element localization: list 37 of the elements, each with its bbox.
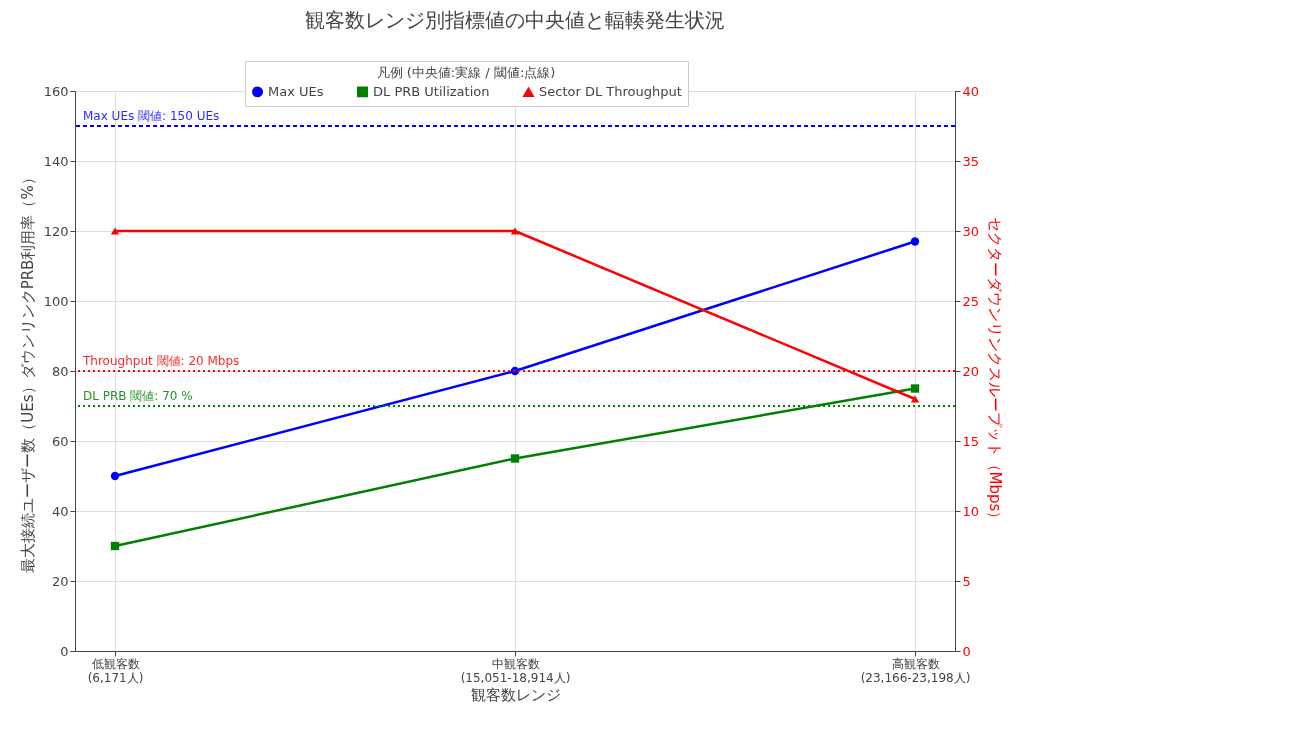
- chart-title: 観客数レンジ別指標値の中央値と輻輳発生状況: [305, 7, 725, 32]
- y-tick-label: 140: [43, 153, 69, 169]
- legend-label: Sector DL Throughput: [539, 84, 682, 100]
- y2-tick-label: 20: [962, 363, 980, 379]
- y2-tick-label: 40: [962, 83, 980, 99]
- y2-tick-label: 25: [962, 293, 980, 309]
- ref-line-label: DL PRB 閾値: 70 %: [83, 389, 193, 403]
- y-tick-label: 20: [51, 573, 69, 589]
- y-tick-label: 0: [60, 643, 69, 659]
- y-tick-label: 160: [43, 83, 69, 99]
- ref-line-label: Throughput 閾値: 20 Mbps: [82, 354, 240, 368]
- y-tick-label: 100: [43, 293, 69, 309]
- x-tick-label: 中観客数 (15,051-18,914人): [460, 656, 571, 685]
- point: [910, 384, 920, 393]
- y-tick-label: 120: [43, 223, 69, 239]
- y2-tick-label: 5: [962, 573, 971, 589]
- point: [110, 471, 120, 481]
- legend-label: DL PRB Utilization: [373, 83, 490, 99]
- y2-tick-label: 0: [962, 643, 971, 659]
- x-tick-label: 低観客数 (6,171人): [87, 656, 144, 685]
- legend-title: 凡例 (中央値:実線 / 閾値:点線): [376, 65, 556, 80]
- x-tick-label: 高観客数 (23,166-23,198人): [860, 656, 971, 685]
- ref-line-label: Max UEs 閾値: 150 UEs: [83, 109, 220, 123]
- point: [110, 541, 120, 551]
- y2-tick-label: 15: [962, 433, 980, 449]
- y2-tick-label: 35: [962, 153, 980, 169]
- point: [910, 237, 920, 246]
- y2-tick-label: 10: [962, 503, 980, 519]
- y2-axis-title: セクターダウンリンクスループット（Mbps）: [986, 216, 1005, 527]
- y-tick-label: 80: [51, 363, 69, 379]
- x-axis-title: 観客数レンジ: [470, 685, 561, 704]
- y-axis-title: 最大接続ユーザー数（UEs）ダウンリンクPRB利用率（%）: [18, 170, 37, 573]
- y2-tick-label: 30: [962, 223, 980, 239]
- legend-label: Max UEs: [268, 83, 324, 99]
- point: [510, 454, 520, 463]
- y-tick-label: 40: [51, 503, 69, 519]
- y-tick-label: 60: [51, 433, 69, 449]
